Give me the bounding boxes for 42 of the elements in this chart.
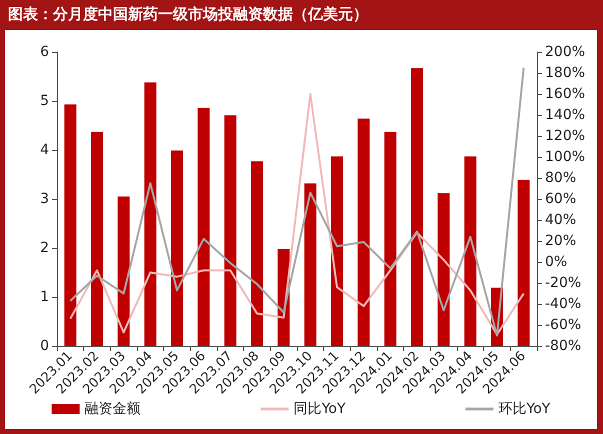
y-tick-label: 0 [40,338,49,354]
y2-tick-label: 160% [545,86,586,102]
y-tick-label: 3 [40,191,49,207]
y2-tick-label: 120% [545,128,586,144]
y2-tick-label: 40% [545,212,576,228]
bar [224,115,236,346]
y-tick-label: 2 [40,240,49,256]
y2-tick-label: -40% [545,296,582,312]
legend-label: 环比YoY [498,401,551,417]
bar [464,156,476,346]
y2-tick-label: -80% [545,338,582,354]
bar [518,180,530,346]
bar [304,183,316,346]
bar [198,108,210,346]
y2-tick-label: 100% [545,149,586,165]
legend-label: 同比YoY [294,401,346,417]
bar [411,68,423,346]
y2-tick-label: 0% [545,254,568,270]
y2-tick-label: 140% [545,107,586,123]
chart-title: 图表：分月度中国新药一级市场投融资数据（亿美元） [8,5,368,24]
y2-tick-label: 60% [545,191,576,207]
legend-label: 融资金额 [84,401,141,417]
y2-tick-label: -20% [545,275,582,291]
bar [118,196,130,346]
bar [358,118,370,346]
bar [331,156,343,346]
y2-tick-label: 200% [545,44,586,60]
y-tick-label: 4 [40,142,50,158]
bar [171,150,183,346]
bar [144,82,156,346]
y2-tick-label: 180% [545,65,586,81]
bar [64,104,76,346]
bar [251,161,263,346]
y2-tick-label: 20% [545,233,576,249]
y-tick-label: 5 [40,93,49,109]
y-tick-label: 1 [40,289,49,305]
bar [384,132,396,346]
bar [91,132,103,346]
y-tick-label: 6 [40,44,50,60]
y2-tick-label: -60% [545,317,582,333]
bar [438,193,450,346]
y2-tick-label: 80% [545,170,576,186]
